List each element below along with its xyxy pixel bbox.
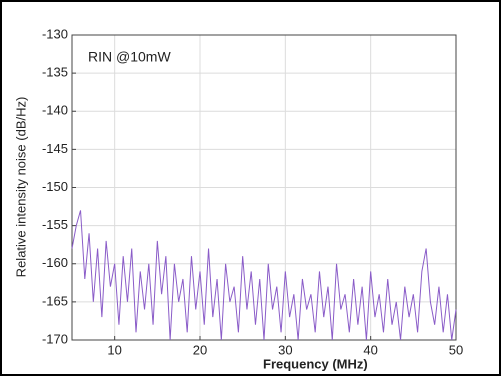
y-tick-label: -155 xyxy=(42,217,68,232)
annotation: RIN @10mW xyxy=(88,49,171,65)
x-tick-label: 20 xyxy=(193,342,207,357)
y-tick-label: -170 xyxy=(42,331,68,346)
data-line xyxy=(71,210,457,341)
x-axis-title: Frequency (MHz) xyxy=(263,356,368,371)
y-tick-label: -140 xyxy=(42,103,68,118)
y-tick-label: -150 xyxy=(42,179,68,194)
x-tick-label: 40 xyxy=(363,342,377,357)
x-tick-label: 50 xyxy=(449,342,463,357)
y-tick-label: -160 xyxy=(42,255,68,270)
y-tick-label: -165 xyxy=(42,293,68,308)
y-tick-label: -135 xyxy=(42,65,68,80)
y-tick-label: -130 xyxy=(42,26,68,41)
x-tick-label: 10 xyxy=(107,342,121,357)
x-tick-label: 30 xyxy=(278,342,292,357)
y-axis-title: Relative intensity noise (dB/Hz) xyxy=(13,97,28,278)
y-tick-label: -145 xyxy=(42,141,68,156)
